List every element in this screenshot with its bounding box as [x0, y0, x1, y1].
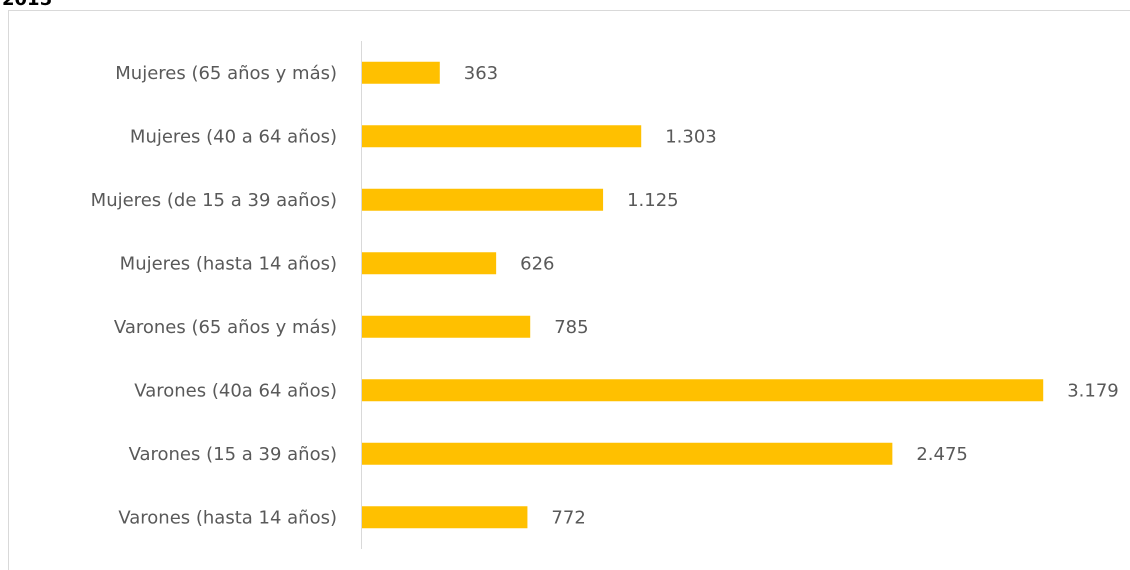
- chart-frame: [8, 10, 1130, 570]
- bar: [362, 379, 1044, 402]
- y-tick-label: Mujeres (65 años y más): [115, 63, 337, 84]
- bar: [362, 188, 604, 211]
- data-label: 785: [554, 317, 588, 338]
- data-label: 2.475: [916, 444, 968, 465]
- y-tick-label: Mujeres (de 15 a 39 aaños): [91, 190, 337, 211]
- data-label: 772: [551, 507, 585, 528]
- y-tick-label: Varones (65 años y más): [114, 317, 337, 338]
- bar: [362, 252, 497, 275]
- y-tick-label: Mujeres (40 a 64 años): [130, 126, 337, 147]
- bar: [362, 125, 642, 148]
- bar: [362, 442, 893, 465]
- bar: [362, 506, 528, 529]
- bar: [362, 315, 531, 338]
- data-label: 363: [464, 63, 498, 84]
- y-tick-label: Varones (hasta 14 años): [118, 507, 337, 528]
- chart-title: 2015: [2, 0, 52, 10]
- y-tick-label: Varones (40a 64 años): [134, 380, 337, 401]
- y-tick-label: Mujeres (hasta 14 años): [120, 253, 337, 274]
- y-tick-label: Varones (15 a 39 años): [129, 444, 337, 465]
- bar: [362, 61, 440, 84]
- data-label: 1.303: [665, 126, 717, 147]
- data-label: 626: [520, 253, 554, 274]
- data-label: 1.125: [627, 190, 679, 211]
- data-label: 3.179: [1067, 380, 1119, 401]
